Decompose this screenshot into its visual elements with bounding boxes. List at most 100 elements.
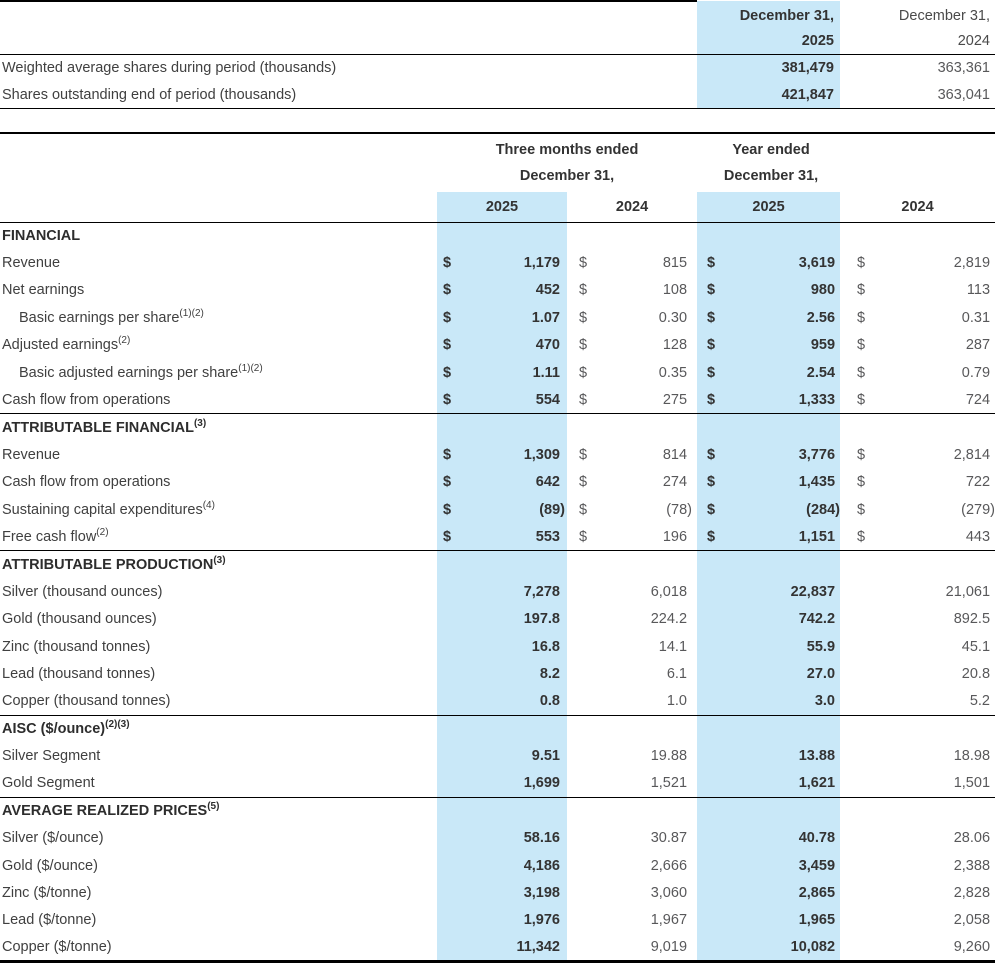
cell-value: 45.1 [961, 638, 991, 655]
row-label: Revenue [0, 249, 437, 276]
value-q-2025: $1,179 [437, 249, 567, 277]
data-row: Cash flow from operations $642 $274 $1,435 $… [0, 468, 995, 496]
value-q-2025: 0.8 [437, 687, 567, 716]
group-header-three-months: Three months ended December 31, [437, 132, 698, 192]
data-row: Silver (thousand ounces) 7,278 6,018 22,837… [0, 578, 995, 606]
shares-header-2024-line1: December 31, [898, 8, 990, 24]
value-2024: 363,361 [937, 60, 990, 77]
row-label-text: Zinc (thousand tonnes) [2, 638, 151, 655]
cell-value: 27.0 [806, 665, 836, 682]
group-year-ended-line2: December 31, [723, 168, 819, 184]
row-label-text: Copper ($/tonne) [2, 939, 112, 956]
row-label: Sustaining capital expenditures(4) [0, 496, 437, 523]
cell-value: 3.0 [814, 693, 836, 710]
cell-value: 10,082 [790, 939, 836, 956]
value-y-2025: $1,151 [697, 523, 841, 551]
row-label: Silver Segment [0, 742, 437, 769]
dollar-sign: $ [857, 501, 866, 518]
cell-value: 553 [535, 528, 560, 545]
value-q-2024: $274 [567, 469, 697, 496]
value-q-2025: 1,699 [437, 769, 567, 798]
dollar-sign: $ [443, 501, 452, 518]
value-y-2024: $2,819 [840, 249, 995, 276]
cell-value: 13.88 [798, 748, 836, 765]
cell-value: 959 [810, 337, 836, 354]
cell-value: 16.8 [531, 638, 560, 655]
cell-value: 1.07 [531, 309, 560, 326]
cell-value: 9,019 [650, 939, 688, 956]
data-row: Cash flow from operations $554 $275 $1,333 $… [0, 386, 995, 414]
cell-value: (284) [806, 501, 841, 518]
cell-value: 6,018 [650, 583, 688, 600]
cell-value: 452 [535, 282, 560, 299]
value-q-2025: 7,278 [437, 578, 567, 606]
cell-value: 2.56 [806, 309, 836, 326]
row-label-text: Lead ($/tonne) [2, 912, 97, 929]
value-y-2024: 5.2 [840, 688, 995, 715]
year-header-spacer [0, 192, 437, 223]
data-row: Net earnings $452 $108 $980 $113 [0, 276, 995, 305]
shares-header-spacer [0, 0, 697, 55]
value-q-2025: $ (89) [437, 495, 567, 524]
value-y-2025: 742.2 [697, 605, 841, 633]
cell-value: 3,776 [798, 446, 836, 463]
cell-value: 128 [662, 337, 688, 354]
dollar-sign: $ [857, 255, 866, 272]
empty-cell [840, 413, 995, 442]
dollar-sign: $ [707, 309, 716, 326]
period-group-header-row: Three months ended December 31, Year end… [0, 132, 995, 192]
dollar-sign: $ [579, 282, 588, 299]
value-y-2025: 1,621 [697, 769, 841, 798]
cell-value: 1,965 [798, 912, 836, 929]
data-row: Zinc (thousand tonnes) 16.8 14.1 55.9 45.1 [0, 632, 995, 661]
cell-value: 11,342 [516, 939, 560, 956]
row-label: Revenue [0, 441, 437, 468]
value-y-2024: $113 [840, 277, 995, 304]
cell-value: 1.11 [532, 364, 560, 381]
value-y-2025: 55.9 [697, 632, 841, 661]
cell-value: 58.16 [523, 830, 560, 847]
value-q-2025: 16.8 [437, 632, 567, 661]
dollar-sign: $ [579, 391, 588, 408]
row-label: Free cash flow(2) [0, 523, 437, 550]
shares-header-row: December 31, 2025 December 31, 2024 [0, 0, 995, 55]
value-q-2024: 30.87 [567, 825, 697, 852]
data-row: Revenue $1,309 $814 $3,776 $2,814 [0, 441, 995, 469]
dollar-sign: $ [443, 474, 452, 491]
value-y-2024: 45.1 [840, 633, 995, 660]
value-q-2025: 4,186 [437, 851, 567, 880]
cell-value: 40.78 [798, 830, 836, 847]
cell-value: 8.2 [539, 665, 560, 682]
row-label-text: Silver Segment [2, 748, 101, 765]
empty-cell [567, 550, 698, 579]
value-y-2025: 22,837 [697, 578, 841, 606]
shares-column-header-2025: December 31, 2025 [697, 1, 840, 55]
value-y-2025: $3,619 [697, 249, 841, 277]
dollar-sign: $ [857, 364, 866, 381]
cell-value: 2,666 [650, 857, 688, 874]
value-y-2024: 2,388 [840, 852, 995, 879]
value-y-2024: $443 [840, 523, 995, 550]
value-y-2025: 2,865 [697, 879, 841, 907]
row-label-text: Basic earnings per share [19, 309, 180, 326]
value-y-2024: $ (279) [840, 496, 995, 523]
dollar-sign: $ [579, 528, 588, 545]
empty-cell [437, 222, 567, 250]
value-q-2025: 58.16 [437, 824, 567, 852]
cell-value: 724 [965, 391, 991, 408]
cell-value: 1.0 [666, 693, 688, 710]
cell-value: 1,309 [523, 446, 560, 463]
footnote-ref: (2) [96, 526, 109, 538]
cell-value: 1,501 [953, 775, 991, 792]
cell-value: 1,333 [798, 391, 836, 408]
row-label-text: Sustaining capital expenditures [2, 501, 203, 518]
dollar-sign: $ [443, 528, 452, 545]
row-label: Lead ($/tonne) [0, 907, 437, 934]
shares-header-2024-line2: 2024 [957, 33, 990, 49]
dollar-sign: $ [707, 255, 716, 272]
section-header-row: FINANCIAL [0, 222, 995, 250]
cell-value: 470 [535, 337, 560, 354]
dollar-sign: $ [857, 474, 866, 491]
empty-cell [437, 413, 567, 442]
data-row: Silver Segment 9.51 19.88 13.88 18.98 [0, 742, 995, 770]
